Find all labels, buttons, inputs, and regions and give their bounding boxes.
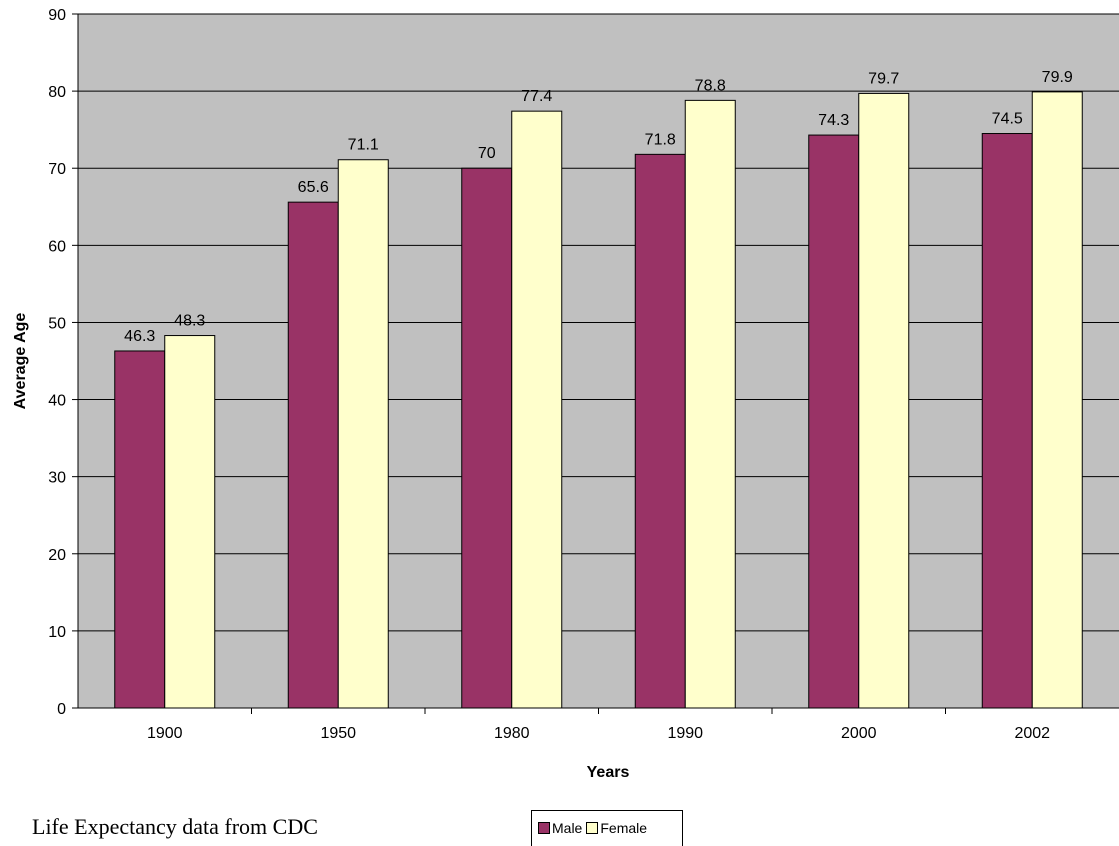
y-tick-label: 50 <box>48 315 66 332</box>
data-label: 74.3 <box>818 112 849 129</box>
y-tick-labels: 0 10 20 30 40 50 60 70 80 90 <box>48 7 66 718</box>
x-tick-label: 1980 <box>494 725 530 742</box>
bar-male <box>114 350 166 709</box>
bar-female <box>511 110 563 709</box>
bar-female <box>858 92 910 709</box>
y-tick-label: 30 <box>48 470 66 487</box>
x-tick-labels: 1900 1950 1980 1990 2000 2002 <box>147 725 1050 742</box>
plot-area <box>78 14 1119 708</box>
data-label: 79.7 <box>868 70 899 87</box>
gridlines <box>78 13 1119 632</box>
legend-swatch-male <box>538 822 550 834</box>
legend: Male Female <box>531 810 683 846</box>
bar-female <box>337 159 389 709</box>
bar-male <box>808 134 860 709</box>
x-axis-title: Years <box>587 764 630 781</box>
x-tick-label: 1990 <box>667 725 703 742</box>
data-label: 78.8 <box>695 77 726 94</box>
data-label: 79.9 <box>1042 69 1073 86</box>
y-tick-label: 20 <box>48 547 66 564</box>
y-tick-label: 0 <box>57 701 66 718</box>
legend-swatch-female <box>586 822 599 834</box>
data-label: 46.3 <box>124 328 155 345</box>
x-tick-label: 2000 <box>841 725 877 742</box>
bars <box>114 91 1083 709</box>
legend-entry-male: Male <box>538 820 582 836</box>
legend-label-female: Female <box>600 820 648 836</box>
x-tick-label: 2002 <box>1014 725 1050 742</box>
data-label: 77.4 <box>521 88 552 105</box>
legend-label-male: Male <box>552 820 583 836</box>
y-tick-label: 70 <box>48 161 66 178</box>
data-label: 70 <box>478 145 496 162</box>
data-label: 65.6 <box>298 179 329 196</box>
y-axis-title: Average Age <box>12 313 29 410</box>
chart-caption: Life Expectancy data from CDC <box>32 814 318 839</box>
x-tick-label: 1950 <box>320 725 356 742</box>
y-tick-label: 40 <box>48 393 66 410</box>
bar-male <box>287 201 339 709</box>
bar-chart: 46.3 48.3 65.6 71.1 70 77.4 71.8 78.8 74.3 79.7 74… <box>12 7 1119 781</box>
legend-entry-female: Female <box>586 820 647 836</box>
bar-female <box>684 99 736 709</box>
axes <box>72 13 1119 714</box>
y-tick-label: 10 <box>48 624 66 641</box>
y-tick-label: 90 <box>48 7 66 24</box>
y-tick-label: 80 <box>48 84 66 101</box>
bar-male <box>981 133 1033 709</box>
bar-male <box>634 153 686 709</box>
y-tick-label: 60 <box>48 238 66 255</box>
data-label: 71.1 <box>348 137 379 154</box>
bar-female <box>164 335 216 709</box>
bar-female <box>1031 91 1083 709</box>
x-tick-label: 1900 <box>147 725 183 742</box>
data-labels: 46.3 48.3 65.6 71.1 70 77.4 71.8 78.8 74.3 79.7 74… <box>124 69 1073 345</box>
data-label: 74.5 <box>992 111 1023 128</box>
data-label: 71.8 <box>645 131 676 148</box>
data-label: 48.3 <box>174 313 205 330</box>
bar-male <box>461 167 513 709</box>
